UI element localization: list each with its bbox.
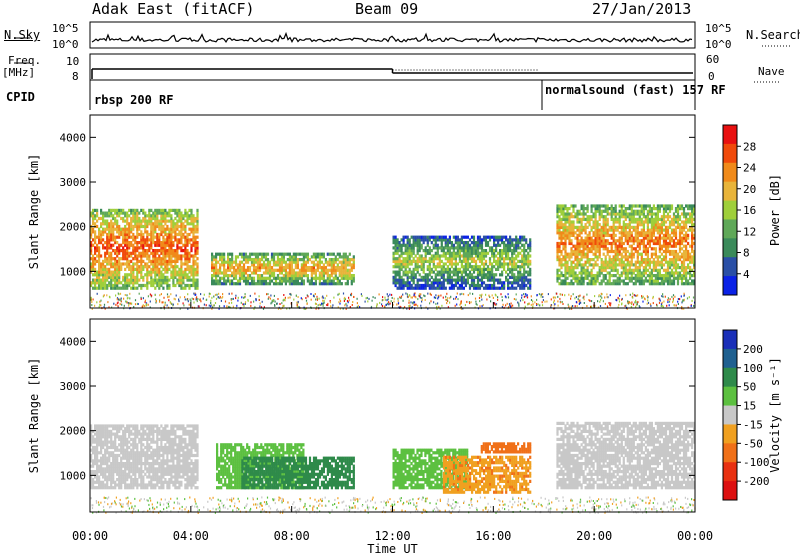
x-tick-label: 00:00 [677, 529, 713, 543]
power-scale-swatch [723, 125, 737, 145]
cpid-label: CPID [6, 90, 35, 104]
y-tick-label: 4000 [60, 335, 87, 348]
date-title: 27/Jan/2013 [592, 0, 692, 18]
axes: 1000 2000 3000 4000 Slant Range [km] 1000 2000… [27, 131, 713, 554]
power-scale-tick-label: 24 [743, 162, 757, 175]
y-tick-label: 3000 [60, 176, 87, 189]
x-tick-label: 16:00 [475, 529, 511, 543]
y-axis-label: Slant Range [km] [27, 154, 41, 270]
power-scale-tick-label: 16 [743, 204, 756, 217]
nave-label: Nave [758, 65, 785, 78]
velocity-scale-swatch [723, 330, 737, 350]
power-scale: 4 8 12 16 20 24 28 Power [dB] [722, 124, 782, 296]
power-scale-swatch [723, 181, 737, 201]
power-scale-swatch [723, 238, 737, 258]
nsky-label: N.Sky [4, 28, 41, 42]
velocity-scale-label: Velocity [m s⁻¹] [768, 357, 782, 473]
freq-tick-top: 10 [66, 55, 80, 68]
power-scale-tick-label: 8 [743, 247, 750, 260]
freq-label: Freq. [8, 54, 42, 67]
nave-tick-top: 60 [706, 53, 720, 66]
noise-panel-frame [89, 21, 696, 49]
velocity-scale-tick-label: -100 [743, 456, 770, 469]
power-region-3 [556, 204, 696, 286]
freq-unit-label: [MHz] [2, 66, 36, 79]
velocity-scale-swatch [723, 348, 737, 369]
velocity-scale-tick-label: 15 [743, 400, 756, 413]
nave-tick-bottom: 0 [708, 70, 715, 83]
x-tick-label: 04:00 [173, 529, 209, 543]
power-scale-tick-label: 4 [743, 268, 750, 281]
color-scales: 4 8 12 16 20 24 28 Power [dB] -200 -100 -50 -15 15 50… [722, 124, 782, 501]
power-scale-tick-label: 20 [743, 183, 756, 196]
y-tick-label: 1000 [60, 265, 87, 278]
velocity-scale-tick-label: -200 [743, 475, 770, 488]
velocity-region-2 [241, 456, 355, 490]
velocity-scale-tick-label: 100 [743, 362, 763, 375]
velocity-scale-swatch [723, 405, 737, 425]
noise-tick-bottom-left: 10^0 [52, 38, 79, 51]
velocity-scale-swatch [723, 481, 737, 501]
freq-tick-bottom: 8 [72, 70, 79, 83]
y-axis-label: Slant Range [km] [27, 358, 41, 474]
power-scale-swatch [723, 143, 737, 164]
power-scale-tick-label: 12 [743, 225, 756, 238]
y-tick-label: 2000 [60, 221, 87, 234]
velocity-region-6 [556, 421, 696, 490]
velocity-scale-swatch [723, 386, 737, 406]
power-scale-swatch [723, 200, 737, 220]
power-region-1 [211, 252, 355, 286]
velocity-scale: -200 -100 -50 -15 15 50 100 200 Velocity [m s⁻¹] [722, 329, 782, 501]
power-region-0 [90, 208, 199, 290]
power-heatmap [90, 204, 696, 310]
velocity-scale-swatch [723, 443, 737, 463]
x-tick-label: 08:00 [274, 529, 310, 543]
velocity-scale-tick-label: -15 [743, 418, 763, 431]
y-tick-label: 1000 [60, 469, 87, 482]
nsky-trace [91, 31, 693, 44]
velocity-scale-tick-label: -50 [743, 437, 763, 450]
cpid-mode-1: rbsp 200 RF [94, 93, 174, 107]
x-tick-label: 12:00 [374, 529, 410, 543]
y-tick-label: 2000 [60, 425, 87, 438]
x-tick-label: 20:00 [576, 529, 612, 543]
nsearch-label: N.Search [746, 28, 800, 42]
noise-tick-top-right: 10^5 [705, 22, 732, 35]
freq-panel-frame [89, 53, 696, 81]
beam-title: Beam 09 [355, 0, 419, 18]
noise-tick-bottom-right: 10^0 [705, 38, 732, 51]
velocity-scale-frame [722, 329, 738, 501]
velocity-scale-swatch [723, 462, 737, 482]
velocity-scale-tick-label: 50 [743, 381, 756, 394]
velocity-region-5 [480, 442, 532, 454]
power-region-2 [392, 235, 532, 290]
velocity-scale-swatch [723, 424, 737, 444]
velocity-region-4 [442, 455, 532, 494]
y-tick-label: 4000 [60, 131, 87, 144]
y-tick-label: 3000 [60, 380, 87, 393]
x-tick-label: 00:00 [72, 529, 108, 543]
power-scale-swatch [723, 219, 737, 239]
velocity-scale-tick-label: 200 [743, 343, 763, 356]
freq-series [91, 68, 693, 79]
power-scale-tick-label: 28 [743, 140, 756, 153]
power-scale-label: Power [dB] [768, 174, 782, 246]
noise-tick-top-left: 10^5 [52, 22, 79, 35]
power-scale-swatch [723, 257, 737, 277]
power-scale-swatch [723, 162, 737, 183]
velocity-region-0 [90, 424, 199, 490]
station-title: Adak East (fitACF) [92, 0, 255, 18]
velocity-scale-swatch [723, 367, 737, 388]
power-scale-swatch [723, 276, 737, 296]
noise-series [91, 31, 693, 44]
x-axis-label: Time UT [367, 542, 418, 554]
cpid-mode-2: normalsound (fast) 157 RF [545, 83, 726, 97]
